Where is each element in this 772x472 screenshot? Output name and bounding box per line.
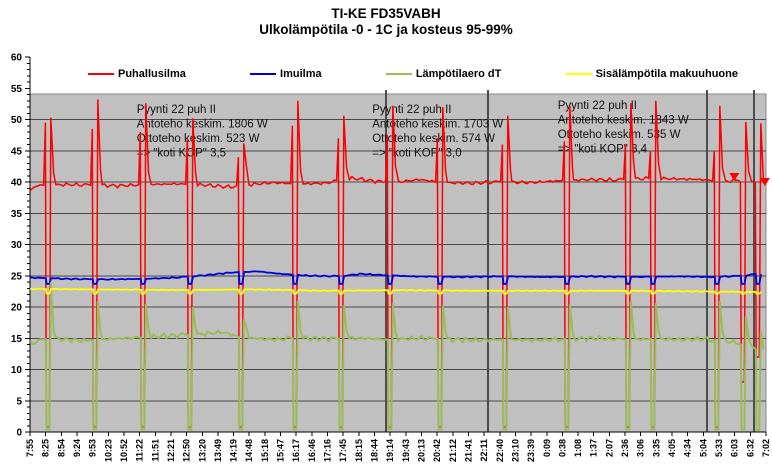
arrow-marker — [729, 173, 740, 181]
series-line-4 — [30, 287, 762, 295]
x-axis-tick-label: 9:24 — [72, 439, 82, 457]
x-axis-tick-label: 7:02 — [761, 439, 771, 457]
x-axis-tick-label: 1:37 — [589, 439, 599, 457]
x-axis-tick-label: 9:53 — [88, 439, 98, 457]
legend-line-swatch — [385, 73, 412, 75]
x-axis-tick-label: 14:48 — [244, 439, 254, 462]
x-axis-tick-label: 8:25 — [41, 439, 51, 457]
legend-label: Sisälämpötila makuuhuone — [595, 68, 738, 80]
y-axis-tick-label: 60 — [11, 53, 23, 64]
chart-subtitle: Ulkolämpötila -0 - 1C ja kosteus 95-99% — [259, 22, 513, 37]
annotation-line: Pyynti 22 puh II — [558, 100, 637, 112]
y-axis-tick-label: 30 — [11, 240, 23, 251]
legend-item: Sisälämpötila makuuhuone — [565, 68, 738, 80]
chart-title: TI-KE FD35VABH — [331, 6, 441, 21]
annotation-line: Pyynti 22 puh II — [137, 104, 216, 116]
x-axis-tick-label: 23:39 — [526, 439, 536, 462]
x-axis-tick-label: 19:43 — [401, 439, 411, 462]
annotation-line: Antoteho keskim. 1843 W — [558, 115, 689, 127]
x-axis-tick-label: 12:50 — [182, 439, 192, 462]
x-axis-tick-label: 17:45 — [338, 439, 348, 462]
x-axis-tick-label: 15:47 — [276, 439, 286, 462]
x-axis-tick-label: 2:07 — [604, 439, 614, 457]
x-axis-tick-label: 10:23 — [103, 439, 113, 462]
x-axis-tick-label: 11:51 — [150, 439, 160, 462]
legend-label: Puhallusilma — [118, 68, 186, 80]
x-axis-tick-label: 1:08 — [573, 439, 583, 457]
x-axis-tick-label: 15:18 — [260, 439, 270, 462]
x-axis-tick-label: 5:04 — [698, 439, 708, 457]
y-axis-tick-label: 25 — [11, 271, 23, 282]
x-axis-tick-label: 21:12 — [448, 439, 458, 462]
x-axis-tick-label: 21:41 — [463, 439, 473, 462]
y-axis-tick-label: 15 — [11, 334, 23, 345]
x-axis-tick-label: 4:34 — [683, 439, 693, 457]
annotation: Pyynti 22 puh II Antoteho keskim. 1806 W O… — [137, 104, 268, 160]
legend-label: Imuilma — [280, 68, 322, 80]
arrow-marker — [759, 178, 770, 186]
x-axis-tick-label: 14:19 — [229, 439, 239, 462]
x-axis-tick-label: 20:42 — [432, 439, 442, 462]
x-axis-tick-label: 2:36 — [620, 439, 630, 457]
x-axis-tick-label: 8:54 — [56, 439, 66, 457]
x-axis-tick-label: 22:40 — [495, 439, 505, 462]
x-axis-tick-label: 12:21 — [166, 439, 176, 462]
series-line-3 — [30, 281, 765, 432]
x-axis-tick-label: 3:06 — [636, 439, 646, 457]
x-axis-tick-label: 18:44 — [370, 439, 380, 462]
annotation-line: Antoteho keskim. 1703 W — [372, 119, 503, 131]
x-axis-tick-label: 22:11 — [479, 439, 489, 462]
x-axis-tick-label: 18:15 — [354, 439, 364, 462]
y-axis-tick-label: 35 — [11, 209, 23, 220]
y-axis-tick-label: 0 — [16, 428, 22, 439]
y-axis-tick-label: 10 — [11, 365, 23, 376]
legend-line-swatch — [88, 73, 114, 75]
x-axis-tick-label: 17:16 — [323, 439, 333, 462]
x-axis-tick-label: 16:17 — [291, 439, 301, 462]
title-block: TI-KE FD35VABH Ulkolämpötila -0 - 1C ja … — [0, 6, 772, 38]
x-axis-tick-label: 23:10 — [510, 439, 520, 462]
x-axis-tick-label: 3:35 — [651, 439, 661, 457]
x-axis-tick-label: 6:03 — [730, 439, 740, 457]
x-axis-tick-label: 4:05 — [667, 439, 677, 457]
y-axis-tick-label: 20 — [11, 303, 23, 314]
annotation-line: Ottoteho keskim. 574 W — [372, 133, 495, 145]
x-axis-tick-label: 19:14 — [385, 439, 395, 462]
x-axis-tick-label: 11:22 — [135, 439, 145, 462]
y-axis-tick-label: 50 — [11, 115, 23, 126]
x-axis-tick-label: 6:32 — [745, 439, 755, 457]
x-axis-tick-label: 13:20 — [197, 439, 207, 462]
x-axis-tick-label: 5:33 — [714, 439, 724, 457]
x-axis-tick-label: 0:38 — [557, 439, 567, 457]
annotation-line: => "koti KOP" 3,0 — [372, 148, 461, 160]
annotation-line: Antoteho keskim. 1806 W — [137, 119, 268, 131]
annotation-line: Pyynti 22 puh II — [372, 104, 451, 116]
annotation-line: Ottoteho keskim. 523 W — [137, 133, 260, 145]
annotation-line: Ottoteho keskim. 535 W — [558, 129, 681, 141]
legend-item: Lämpötilaero dT — [385, 68, 502, 80]
legend-item: Imuilma — [250, 68, 322, 80]
x-axis-tick-label: 7:55 — [25, 439, 35, 457]
y-axis-tick-label: 55 — [11, 84, 23, 95]
series-line-2 — [30, 270, 762, 285]
annotation-line: => "koti KOP" 3,5 — [137, 148, 226, 160]
x-axis-tick-label: 20:13 — [416, 439, 426, 462]
x-axis-tick-label: 0:09 — [542, 439, 552, 457]
x-axis-tick-label: 10:52 — [119, 439, 129, 462]
x-axis-tick-label: 13:49 — [213, 439, 223, 462]
series-line-1 — [30, 99, 765, 428]
legend-line-swatch — [565, 73, 592, 75]
legend-label: Lämpötilaero dT — [415, 68, 502, 80]
y-axis-tick-label: 5 — [16, 396, 22, 407]
y-axis-tick-label: 45 — [11, 146, 23, 157]
legend-line-swatch — [250, 73, 277, 75]
legend-item: Puhallusilma — [88, 68, 186, 80]
y-axis-tick-label: 40 — [11, 178, 23, 189]
legend: Puhallusilma Imuilma Lämpötilaero dT Sisälä… — [88, 62, 738, 86]
x-axis-tick-label: 16:46 — [307, 439, 317, 462]
